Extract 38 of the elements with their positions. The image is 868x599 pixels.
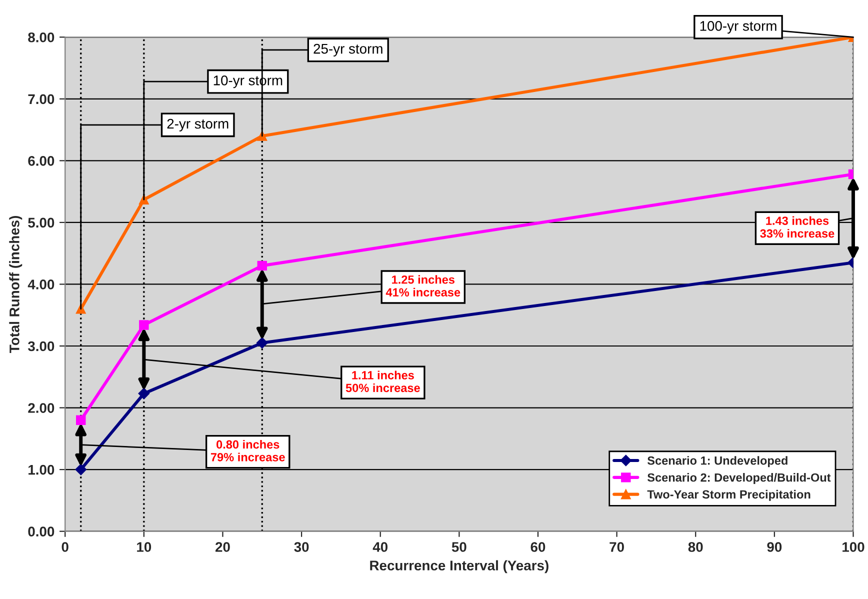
- y-tick-label: 7.00: [28, 94, 54, 104]
- point: [76, 415, 86, 425]
- x-tick-label: 0: [62, 542, 68, 552]
- annotation: 1.25 inches 41% increase: [386, 275, 460, 297]
- point: [257, 260, 267, 271]
- annotation: 100-yr storm: [700, 21, 776, 34]
- y-tick-label: 6.00: [28, 156, 54, 166]
- annotation: 1.43 inches 33% increase: [760, 216, 834, 238]
- legend-label: Scenario 2: Developed/Build-Out: [647, 473, 831, 484]
- y-axis-title: Total Runoff (inches): [9, 216, 22, 353]
- x-tick-label: 60: [530, 542, 546, 552]
- annotation: 2-yr storm: [167, 118, 228, 132]
- x-tick-label: 20: [215, 542, 230, 552]
- point: [256, 337, 268, 349]
- x-tick-label: 100: [842, 542, 864, 552]
- x-tick-label: 70: [610, 542, 624, 552]
- x-tick-label: 90: [767, 542, 782, 552]
- x-tick-label: 80: [688, 542, 703, 552]
- x-tick-label: 40: [372, 542, 388, 552]
- y-tick-label: 5.00: [28, 218, 54, 228]
- annotation: 25-yr storm: [314, 44, 382, 56]
- annotation: 0.80 inches 79% increase: [210, 440, 285, 462]
- y-tick-label: 3.00: [28, 341, 54, 352]
- y-tick-label: 4.00: [28, 280, 54, 290]
- y-tick-label: 2.00: [28, 403, 54, 413]
- x-tick-label: 10: [137, 542, 152, 552]
- legend-label: Scenario 1: Undeveloped: [647, 456, 788, 468]
- y-tick-label: 0.00: [28, 526, 54, 536]
- point: [139, 320, 149, 330]
- x-tick-label: 30: [294, 542, 309, 552]
- annotation: 1.11 inches 50% increase: [346, 370, 420, 392]
- x-tick-label: 50: [452, 542, 466, 552]
- point: [75, 464, 86, 476]
- y-tick-label: 1.00: [28, 464, 54, 475]
- y-tick-label: 8.00: [28, 32, 54, 42]
- x-axis-title: Recurrence Interval (Years): [370, 560, 548, 574]
- legend-label: Two-Year Storm Precipitation: [647, 490, 810, 501]
- point: [138, 388, 150, 400]
